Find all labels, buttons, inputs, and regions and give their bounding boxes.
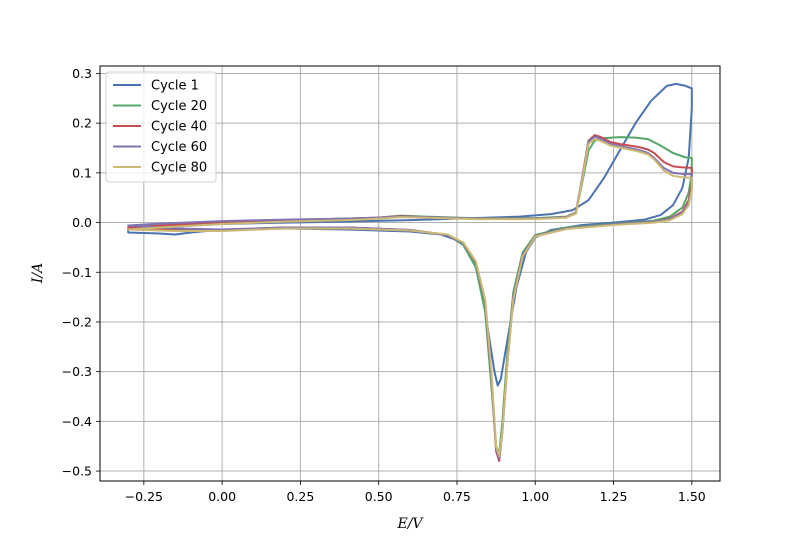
x-axis-label: E/V [396,516,424,532]
legend-entry-label: Cycle 1 [151,79,199,94]
y-tick-label: −0.3 [62,364,92,379]
y-tick-label: 0.3 [72,66,92,81]
y-tick-label: 0.2 [72,116,92,131]
series-line-cycle-80 [127,138,693,458]
y-tick-label: −0.2 [62,314,92,329]
y-axis-ticks: 0.3 0.2 0.1 0.0 −0.1 −0.2 −0.3 −0.4 −0.5 [62,66,100,479]
y-tick-label: −0.5 [62,464,92,479]
legend-entry-label: Cycle 80 [151,161,207,176]
grid-lines [100,66,720,481]
legend-frame [105,71,217,183]
y-tick-label: −0.4 [62,414,92,429]
x-tick-label: 1.00 [521,489,549,504]
legend-entry-label: Cycle 20 [151,99,207,114]
series-lines [127,82,693,463]
x-tick-label: −0.25 [125,489,163,504]
x-tick-label: 0.25 [286,489,314,504]
legend-entry-label: Cycle 40 [151,120,207,135]
x-tick-label: 0.75 [443,489,471,504]
y-tick-label: −0.1 [62,265,92,280]
y-tick-label: 0.0 [72,215,92,230]
legend-entry-label: Cycle 60 [151,140,207,155]
x-tick-label: 1.50 [678,489,706,504]
y-tick-label: 0.1 [72,165,92,180]
x-tick-label: 1.25 [600,489,628,504]
plot-area-frame [99,65,721,482]
x-axis-ticks: −0.25 0.00 0.25 0.50 0.75 1.00 1.25 1.50 [125,481,706,504]
x-tick-label: 0.50 [365,489,393,504]
legend: Cycle 1 Cycle 20 Cycle 40 Cycle 60 Cycle 80 [105,71,217,183]
y-axis-label: I/A [30,263,46,284]
x-tick-label: 0.00 [208,489,236,504]
